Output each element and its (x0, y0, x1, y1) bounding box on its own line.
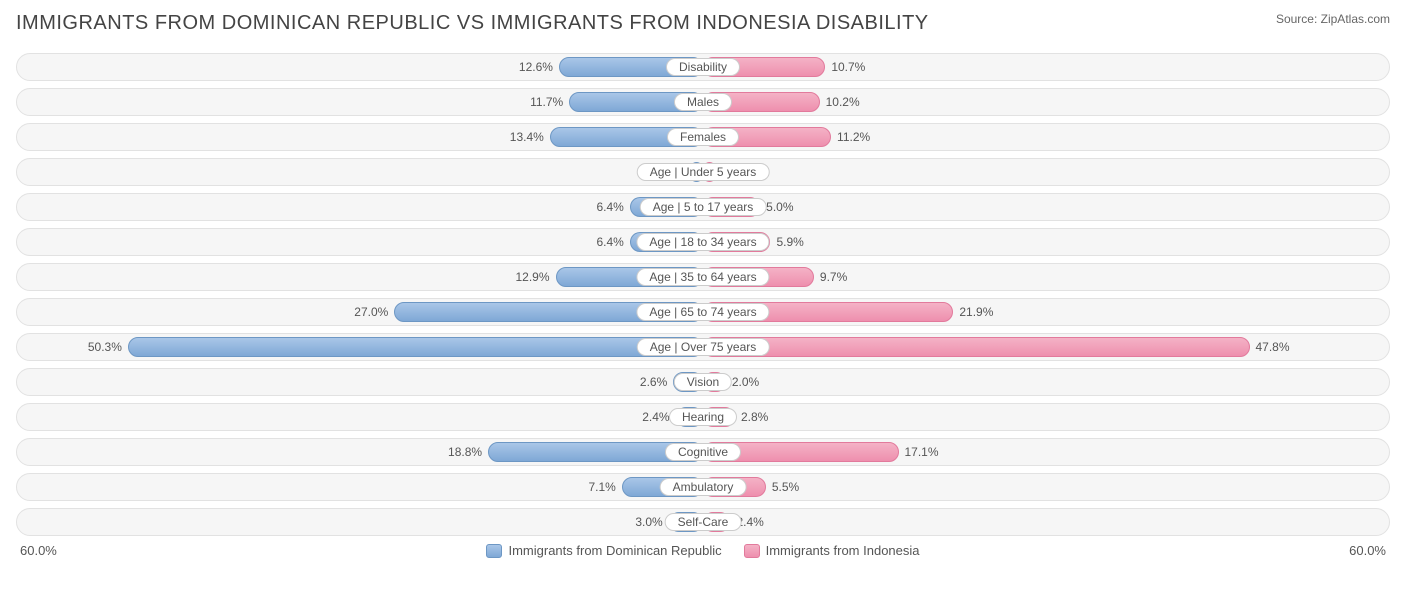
legend-label-right: Immigrants from Indonesia (766, 543, 920, 558)
bar-half-right: 2.0% (703, 369, 1389, 395)
chart-footer: 60.0% Immigrants from Dominican Republic… (16, 543, 1390, 558)
bar-row: 2.4% 2.8%Hearing (16, 403, 1390, 431)
bar-value-right: 11.2% (831, 130, 870, 144)
bar-value-right: 5.5% (766, 480, 799, 494)
bar-row: 27.0% 21.9% Age | 65 to 74 years (16, 298, 1390, 326)
bar-half-left: 18.8% (17, 439, 703, 465)
category-label: Females (667, 128, 739, 146)
chart-title: IMMIGRANTS FROM DOMINICAN REPUBLIC VS IM… (16, 12, 929, 35)
bar-half-left: 2.4% (17, 404, 703, 430)
bar-value-right: 17.1% (899, 445, 939, 459)
axis-right-max: 60.0% (1349, 543, 1386, 558)
category-label: Age | Over 75 years (637, 338, 770, 356)
bar-half-right: 1.1% (703, 159, 1389, 185)
bar-value-right: 5.9% (770, 235, 803, 249)
bar-row: 2.6% 2.0%Vision (16, 368, 1390, 396)
bar-half-left: 13.4% (17, 124, 703, 150)
bar-half-left: 6.4% (17, 194, 703, 220)
bar-half-right: 10.7% (703, 54, 1389, 80)
chart-source: Source: ZipAtlas.com (1276, 12, 1390, 26)
category-label: Cognitive (665, 443, 741, 461)
bar-value-left: 11.7% (530, 95, 569, 109)
bar-half-left: 12.9% (17, 264, 703, 290)
bar-row: 13.4% 11.2% Females (16, 123, 1390, 151)
bar-value-right: 21.9% (953, 305, 993, 319)
bar-value-left: 13.4% (510, 130, 550, 144)
bar-half-right: 11.2% (703, 124, 1389, 150)
bar-value-right: 2.8% (735, 410, 768, 424)
bar-row: 7.1% 5.5% Ambulatory (16, 473, 1390, 501)
legend-item-left: Immigrants from Dominican Republic (486, 543, 721, 558)
diverging-bar-chart: 12.6% 10.7% Disability 11.7% 10.2% Males 13.4%… (16, 53, 1390, 536)
bar-half-right: 2.8% (703, 404, 1389, 430)
bar-row: 12.6% 10.7% Disability (16, 53, 1390, 81)
chart-legend: Immigrants from Dominican Republic Immig… (486, 543, 919, 558)
bar-value-left: 6.4% (596, 200, 629, 214)
bar-value-left: 6.4% (596, 235, 629, 249)
bar-half-left: 2.6% (17, 369, 703, 395)
bar-half-right: 9.7% (703, 264, 1389, 290)
category-label: Males (674, 93, 732, 111)
bar-row: 3.0%2.4%Self-Care (16, 508, 1390, 536)
bar-value-left: 7.1% (588, 480, 621, 494)
bar-value-left: 27.0% (354, 305, 394, 319)
category-label: Hearing (669, 408, 737, 426)
bar-row: 18.8% 17.1% Cognitive (16, 438, 1390, 466)
legend-item-right: Immigrants from Indonesia (744, 543, 920, 558)
bar-value-left: 12.6% (519, 60, 559, 74)
bar-half-right: 21.9% (703, 299, 1389, 325)
bar-half-right: 10.2% (703, 89, 1389, 115)
bar-row: 6.4% 5.9%Age | 18 to 34 years (16, 228, 1390, 256)
bar-value-left: 50.3% (88, 340, 128, 354)
category-label: Age | 65 to 74 years (636, 303, 769, 321)
bar-half-left: 3.0% (17, 509, 703, 535)
bar-value-left: 2.6% (640, 375, 673, 389)
legend-swatch-pink (744, 544, 760, 558)
bar-value-right: 10.2% (820, 95, 860, 109)
source-prefix: Source: (1276, 12, 1321, 26)
bar-value-right: 9.7% (814, 270, 847, 284)
bar-row: 1.1%1.1%Age | Under 5 years (16, 158, 1390, 186)
bar-row: 11.7% 10.2% Males (16, 88, 1390, 116)
bar-half-left: 11.7% (17, 89, 703, 115)
category-label: Age | 18 to 34 years (636, 233, 769, 251)
source-name: ZipAtlas.com (1321, 12, 1390, 26)
category-label: Self-Care (665, 513, 742, 531)
bar-half-right: 5.0% (703, 194, 1389, 220)
bar-half-right: 2.4% (703, 509, 1389, 535)
bar-half-left: 6.4% (17, 229, 703, 255)
bar-half-right: 47.8% (703, 334, 1389, 360)
bar-half-left: 27.0% (17, 299, 703, 325)
axis-left-max: 60.0% (20, 543, 57, 558)
bar-half-left: 12.6% (17, 54, 703, 80)
bar-value-left: 18.8% (448, 445, 488, 459)
category-label: Age | Under 5 years (637, 163, 770, 181)
bar-row: 50.3% 47.8% Age | Over 75 years (16, 333, 1390, 361)
bar-value-left: 12.9% (515, 270, 555, 284)
bar-row: 12.9% 9.7% Age | 35 to 64 years (16, 263, 1390, 291)
bar-half-left: 7.1% (17, 474, 703, 500)
category-label: Disability (666, 58, 740, 76)
bar-half-right: 5.5% (703, 474, 1389, 500)
bar-value-right: 47.8% (1250, 340, 1290, 354)
bar-half-left: 50.3% (17, 334, 703, 360)
legend-swatch-blue (486, 544, 502, 558)
category-label: Age | 5 to 17 years (640, 198, 767, 216)
category-label: Age | 35 to 64 years (636, 268, 769, 286)
legend-label-left: Immigrants from Dominican Republic (508, 543, 721, 558)
chart-header: IMMIGRANTS FROM DOMINICAN REPUBLIC VS IM… (16, 12, 1390, 35)
bar-half-right: 17.1% (703, 439, 1389, 465)
bar-half-right: 5.9% (703, 229, 1389, 255)
bar-row: 6.4% 5.0%Age | 5 to 17 years (16, 193, 1390, 221)
category-label: Vision (674, 373, 732, 391)
bar-half-left: 1.1% (17, 159, 703, 185)
category-label: Ambulatory (660, 478, 747, 496)
bar-value-right: 10.7% (825, 60, 865, 74)
